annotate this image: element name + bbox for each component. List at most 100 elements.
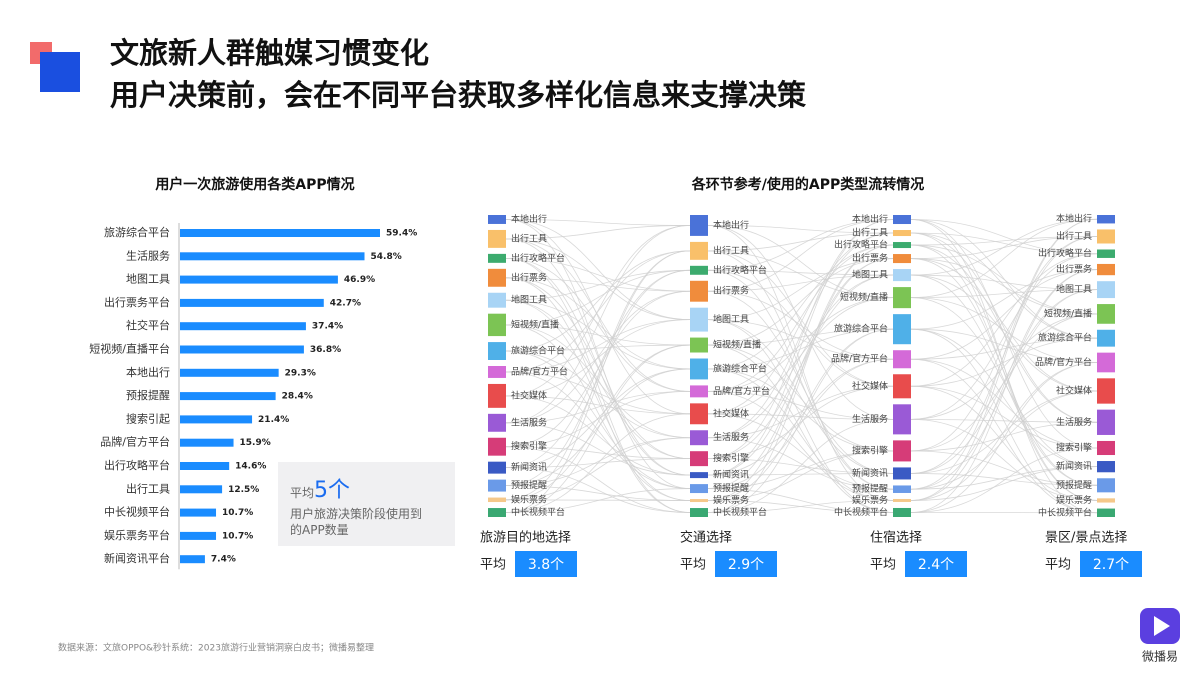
flow <box>505 257 691 292</box>
sankey-node <box>893 215 911 225</box>
flow <box>707 269 894 387</box>
node-label: 搜索引擎 <box>852 444 888 456</box>
value-label: 42.7% <box>330 298 361 308</box>
flow <box>505 324 691 346</box>
bar-chart-title: 用户一次旅游使用各类APP情况 <box>155 176 354 193</box>
logo-play <box>1154 616 1170 636</box>
flow <box>707 232 894 415</box>
sankey-node <box>1097 249 1115 258</box>
flow <box>505 269 691 469</box>
flow <box>910 236 1098 452</box>
flow <box>707 450 894 501</box>
value-label: 10.7% <box>222 531 253 541</box>
sankey-node <box>690 337 708 353</box>
sankey-node <box>893 440 911 462</box>
bar <box>180 415 253 424</box>
flow <box>910 385 1098 449</box>
node-label: 娱乐票务 <box>1056 494 1092 506</box>
flow <box>707 258 894 476</box>
flow <box>707 274 894 439</box>
bar <box>180 392 276 401</box>
flow <box>505 446 691 513</box>
value-label: 7.4% <box>211 555 236 565</box>
category-label: 社交平台 <box>126 318 170 332</box>
flow <box>910 450 1098 486</box>
flow <box>505 485 691 501</box>
flow <box>707 437 894 490</box>
sankey-node <box>488 229 506 248</box>
node-label: 生活服务 <box>852 413 888 425</box>
sankey-node <box>690 472 708 479</box>
bar <box>180 345 304 354</box>
category-label: 出行攻略平台 <box>104 458 170 472</box>
flow <box>707 344 894 513</box>
flow <box>505 219 691 489</box>
node-label: 出行攻略平台 <box>1038 247 1092 259</box>
sankey-node <box>893 230 911 237</box>
stage-name: 住宿选择 <box>870 530 922 546</box>
flow <box>707 269 894 276</box>
flow <box>505 257 691 476</box>
callout-text: 用户旅游决策阶段使用到的APP数量 <box>290 507 423 537</box>
flow <box>707 385 894 439</box>
flow <box>505 269 691 486</box>
sankey-node <box>488 508 506 517</box>
node-label: 搜索引擎 <box>1056 441 1092 453</box>
flow <box>910 358 1098 449</box>
flow <box>505 488 691 513</box>
node-label: 中长视频平台 <box>511 506 565 518</box>
flow <box>910 337 1098 360</box>
title: 文旅新人群触媒习惯变化 <box>110 36 429 70</box>
avg-box <box>515 551 577 577</box>
flow <box>707 473 894 476</box>
node-label: 娱乐票务 <box>713 494 749 506</box>
avg-label: 平均 <box>870 558 896 573</box>
flow <box>910 232 1098 423</box>
flow <box>707 225 894 420</box>
sankey-node <box>690 403 708 425</box>
flow <box>505 299 691 501</box>
flow <box>707 232 894 439</box>
flow <box>505 277 691 292</box>
flow <box>910 466 1098 490</box>
flow <box>910 232 1098 255</box>
sankey-node <box>1097 304 1115 324</box>
node-label: 出行攻略平台 <box>713 264 767 276</box>
sankey-node <box>1097 352 1115 373</box>
flow <box>910 218 1098 276</box>
category-label: 新闻资讯平台 <box>104 551 170 565</box>
bar <box>180 508 217 517</box>
node-label: 新闻资讯 <box>713 469 749 481</box>
sankey-node <box>893 242 911 249</box>
deco-square <box>40 52 80 92</box>
sankey-node <box>893 467 911 480</box>
value-label: 54.8% <box>371 252 402 262</box>
bar <box>180 555 205 564</box>
avg-box <box>905 551 967 577</box>
sankey-node <box>690 508 708 517</box>
node-label: 地图工具 <box>713 313 749 325</box>
sankey-node <box>1097 329 1115 347</box>
category-label: 生活服务 <box>126 248 170 262</box>
node-label: 中长视频平台 <box>713 506 767 518</box>
flow <box>910 274 1098 291</box>
sankey-node <box>893 507 911 517</box>
callout: 平均5个 用户旅游决策阶段使用到的APP数量 <box>278 462 455 546</box>
flow <box>910 466 1098 501</box>
sankey-node <box>488 437 506 456</box>
sankey-node <box>488 461 506 474</box>
flow <box>910 253 1098 420</box>
sankey-node <box>690 385 708 398</box>
flow <box>505 269 691 326</box>
sankey-node <box>1097 478 1115 493</box>
sankey-node <box>1097 508 1115 517</box>
flow <box>505 437 691 486</box>
flow <box>505 437 691 501</box>
sankey-node <box>690 358 708 380</box>
node-label: 预报提醒 <box>1056 479 1092 491</box>
flow <box>910 421 1098 452</box>
flow <box>505 319 691 373</box>
sankey-node <box>488 292 506 308</box>
flow <box>910 244 1098 315</box>
flow <box>910 418 1098 423</box>
